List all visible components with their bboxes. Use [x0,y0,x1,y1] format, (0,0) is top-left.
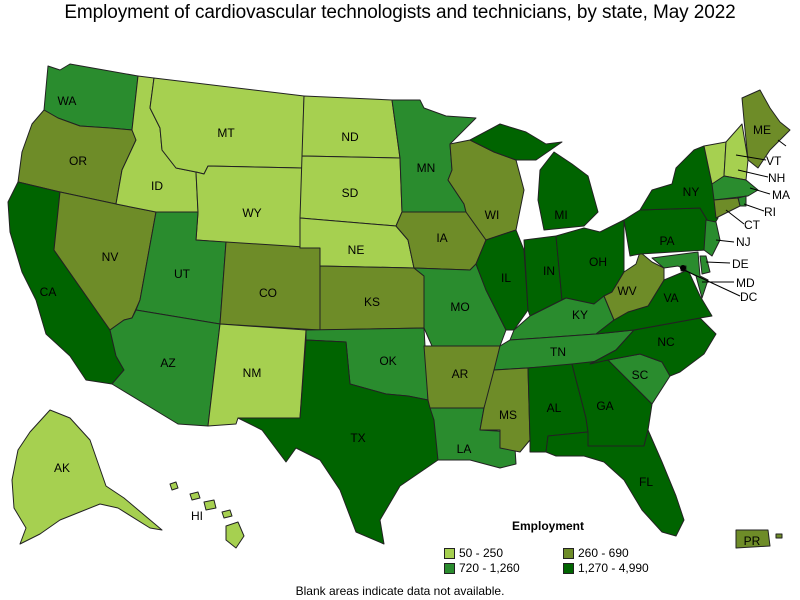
state-md[interactable] [651,251,709,299]
label-wi: WI [485,208,500,222]
label-nm: NM [243,366,262,380]
state-de[interactable] [699,255,711,275]
label-mi: MI [554,208,567,222]
label-ne: NE [348,243,365,257]
label-de: DE [732,257,749,271]
label-nj: NJ [736,235,751,249]
label-ny: NY [683,185,700,199]
legend-item-3: 720 - 1,260 [444,561,520,575]
label-la: LA [457,442,472,456]
label-nc: NC [657,335,675,349]
state-tx[interactable] [237,339,439,545]
legend-title: Employment [512,519,585,533]
label-oh: OH [589,255,607,269]
label-al: AL [547,401,562,415]
footnote: Blank areas indicate data not available. [295,584,505,598]
map-title: Employment of cardiovascular technologis… [64,2,736,23]
leader-lines [683,139,787,297]
label-ks: KS [364,295,380,309]
state-pr[interactable] [735,529,783,549]
label-dc: DC [740,290,758,304]
label-in: IN [543,264,555,278]
label-hi: HI [191,509,203,523]
label-tx: TX [350,431,365,445]
label-ia: IA [436,231,447,245]
legend-label-1: 50 - 250 [459,546,504,560]
label-sc: SC [632,368,649,382]
label-vt: VT [766,154,782,168]
legend-swatch-4 [563,562,574,574]
label-wa: WA [58,94,77,108]
state-pa[interactable] [623,207,713,257]
state-mo[interactable] [413,263,507,347]
label-ga: GA [596,399,613,413]
legend-label-3: 720 - 1,260 [459,561,520,575]
label-fl: FL [639,475,653,489]
label-va: VA [663,291,678,305]
label-or: OR [69,154,87,168]
label-pa: PA [659,234,674,248]
label-co: CO [259,286,277,300]
state-nh[interactable] [723,123,749,181]
label-nh: NH [768,171,785,185]
legend-swatch-3 [444,562,455,574]
label-md: MD [736,276,755,290]
label-mo: MO [450,300,469,314]
label-ky: KY [572,308,588,322]
label-ms: MS [499,408,517,422]
label-ak: AK [54,461,70,475]
legend-item-1: 50 - 250 [444,546,503,560]
label-mn: MN [417,161,436,175]
state-mi[interactable] [469,123,599,231]
label-ca: CA [40,285,57,299]
legend-item-2: 260 - 690 [563,546,629,560]
label-ma: MA [772,188,790,202]
label-mt: MT [217,126,235,140]
label-wy: WY [242,206,261,220]
label-il: IL [501,271,511,285]
label-nd: ND [341,130,359,144]
state-hi[interactable] [169,481,245,549]
state-me[interactable] [741,89,791,169]
label-ok: OK [379,354,396,368]
label-az: AZ [160,356,175,370]
label-nv: NV [102,250,119,264]
dc-marker [680,265,686,271]
label-pr: PR [744,534,761,548]
state-ct[interactable] [713,197,741,219]
label-ct: CT [744,218,761,232]
label-tn: TN [550,345,566,359]
legend-label-4: 1,270 - 4,990 [578,561,649,575]
legend-swatch-1 [444,547,455,559]
label-me: ME [753,123,771,137]
label-sd: SD [342,186,359,200]
legend-item-4: 1,270 - 4,990 [563,561,649,575]
label-ri: RI [764,205,776,219]
state-fl[interactable] [545,429,685,537]
legend-label-2: 260 - 690 [578,546,629,560]
legend-swatch-2 [563,547,574,559]
state-wv[interactable] [603,251,665,321]
state-ak[interactable] [11,409,163,545]
state-nj[interactable] [703,219,721,257]
label-id: ID [151,179,163,193]
label-ut: UT [174,267,191,281]
label-wv: WV [617,284,636,298]
label-ar: AR [452,367,469,381]
state-nd[interactable] [301,95,401,159]
